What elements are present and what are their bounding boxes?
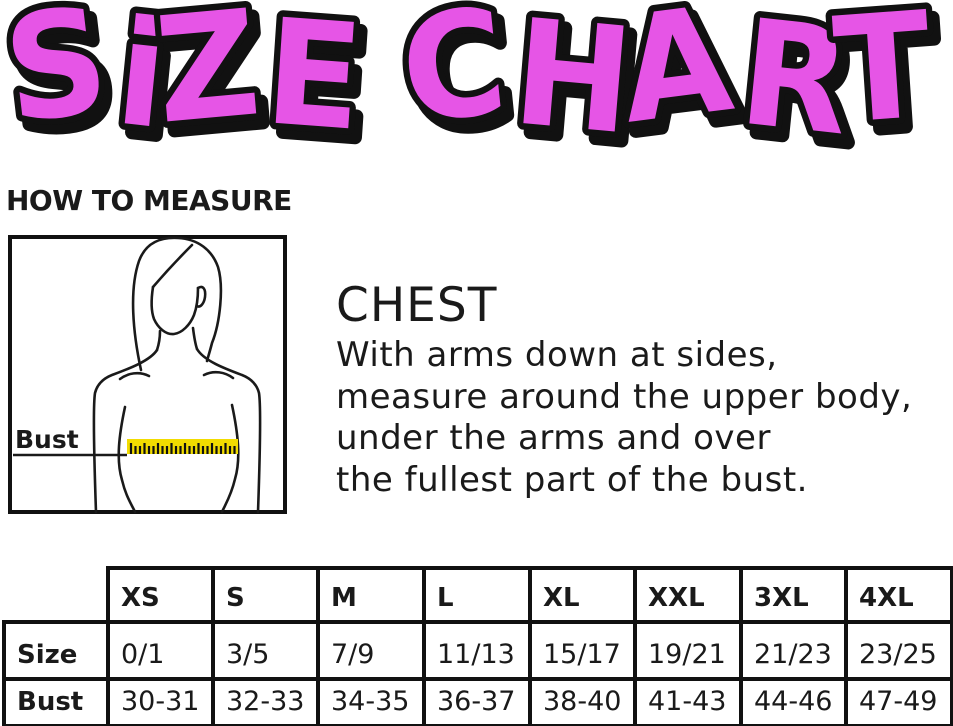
bust-value: 32-33 bbox=[211, 677, 320, 726]
col-header-s: S bbox=[211, 566, 320, 624]
how-to-measure-heading: HOW TO MEASURE bbox=[6, 184, 292, 217]
bust-value: 36-37 bbox=[422, 677, 532, 726]
size-value: 19/21 bbox=[633, 620, 743, 681]
table-row-size: Size 0/1 3/5 7/9 11/13 15/17 19/21 21/23… bbox=[2, 620, 953, 681]
row-label-bust: Bust bbox=[2, 677, 110, 726]
title-banner: SiZE CHART SiZE CHART bbox=[0, 0, 950, 152]
figure-box-border bbox=[8, 235, 287, 514]
chest-instruction-line: under the arms and over bbox=[336, 418, 771, 458]
bust-value: 47-49 bbox=[844, 677, 953, 726]
page-title: SiZE CHART bbox=[0, 0, 936, 152]
measurement-figure: Bust bbox=[8, 235, 287, 514]
chest-instruction-line: the fullest part of the bust. bbox=[336, 459, 808, 500]
col-header-4xl: 4XL bbox=[844, 566, 953, 624]
chest-instruction-line: With arms down at sides, bbox=[336, 335, 778, 375]
col-header-xxl: XXL bbox=[633, 566, 743, 624]
table-header-row: XS S M L XL XXL 3XL 4XL bbox=[4, 566, 953, 624]
col-header-l: L bbox=[422, 566, 532, 624]
woman-illustration bbox=[92, 236, 262, 514]
bust-value: 30-31 bbox=[106, 677, 215, 726]
chest-instruction-line: measure around the upper body, bbox=[336, 376, 913, 417]
size-value: 0/1 bbox=[106, 620, 215, 681]
title-shadow: SiZE CHART bbox=[3, 0, 944, 152]
size-value: 21/23 bbox=[739, 620, 848, 681]
tape-measure bbox=[127, 439, 238, 454]
bust-label: Bust bbox=[15, 425, 79, 454]
size-chart-table: XS S M L XL XXL 3XL 4XL Size 0/1 3/5 7/9… bbox=[2, 566, 953, 726]
row-label-size: Size bbox=[2, 620, 110, 681]
col-header-xs: XS bbox=[106, 566, 215, 624]
tape-ticks bbox=[129, 443, 236, 454]
bust-value: 38-40 bbox=[528, 677, 637, 726]
col-header-xl: XL bbox=[528, 566, 637, 624]
chest-instructions: CHEST With arms down at sides, measure a… bbox=[336, 281, 912, 501]
table-row-bust: Bust 30-31 32-33 34-35 36-37 38-40 41-43… bbox=[2, 677, 953, 726]
size-value: 23/25 bbox=[844, 620, 953, 681]
size-value: 3/5 bbox=[211, 620, 320, 681]
bust-value: 41-43 bbox=[633, 677, 743, 726]
bust-value: 34-35 bbox=[316, 677, 426, 726]
size-value: 7/9 bbox=[316, 620, 426, 681]
bust-value: 44-46 bbox=[739, 677, 848, 726]
col-header-3xl: 3XL bbox=[739, 566, 848, 624]
chest-heading: CHEST bbox=[336, 278, 498, 333]
col-header-m: M bbox=[316, 566, 426, 624]
size-value: 15/17 bbox=[528, 620, 637, 681]
corner-cell bbox=[4, 568, 110, 624]
size-value: 11/13 bbox=[422, 620, 532, 681]
